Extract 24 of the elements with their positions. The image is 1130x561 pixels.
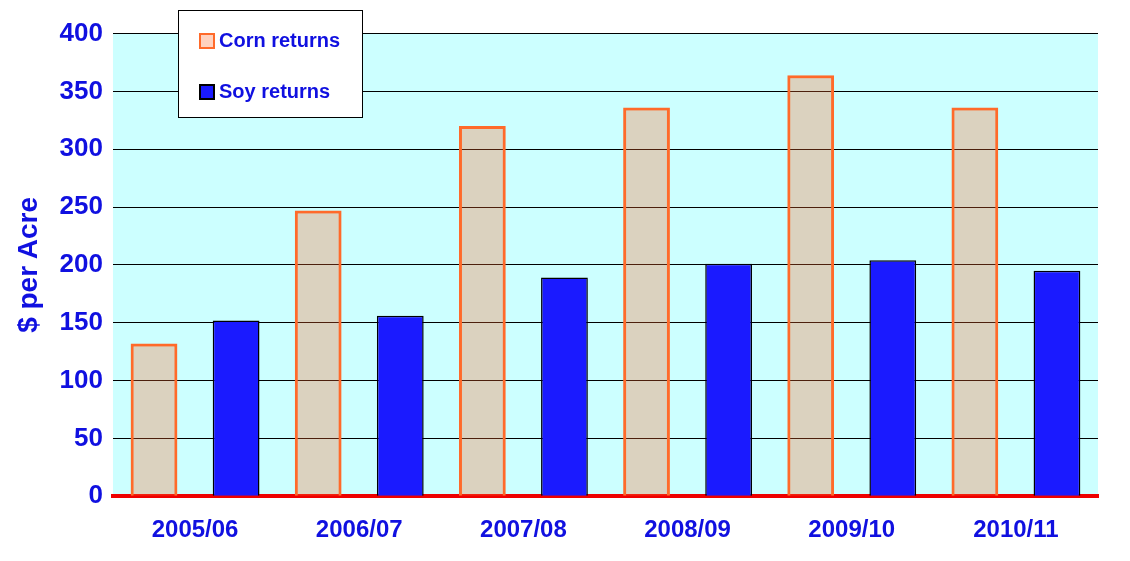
bar <box>787 75 835 496</box>
legend-label: Soy returns <box>219 80 331 103</box>
y-tick-label: 100 <box>59 363 103 394</box>
x-tick-label: 2010/11 <box>973 515 1059 543</box>
bar <box>130 343 178 496</box>
x-tick-label: 2005/06 <box>151 515 239 543</box>
y-tick-label: 250 <box>59 190 103 221</box>
bar <box>951 107 999 496</box>
y-axis-title: $ per Acre <box>11 196 43 333</box>
x-tick-label: 2008/09 <box>644 515 731 543</box>
y-tick-label: 150 <box>59 305 103 336</box>
y-tick-label: 400 <box>59 16 103 47</box>
x-tick-label: 2006/07 <box>315 515 403 543</box>
x-tick-label: 2009/10 <box>808 515 896 543</box>
bar <box>458 126 506 496</box>
bar <box>294 210 342 496</box>
y-tick-label: 300 <box>59 132 103 163</box>
y-tick-label: 200 <box>59 248 103 279</box>
legend-label: Corn returns <box>219 29 341 52</box>
y-tick-label: 350 <box>59 74 103 105</box>
x-tick-label: 2007/08 <box>480 515 567 543</box>
bar <box>623 107 670 496</box>
y-tick-label: 50 <box>74 421 103 452</box>
y-tick-label: 0 <box>88 479 103 510</box>
